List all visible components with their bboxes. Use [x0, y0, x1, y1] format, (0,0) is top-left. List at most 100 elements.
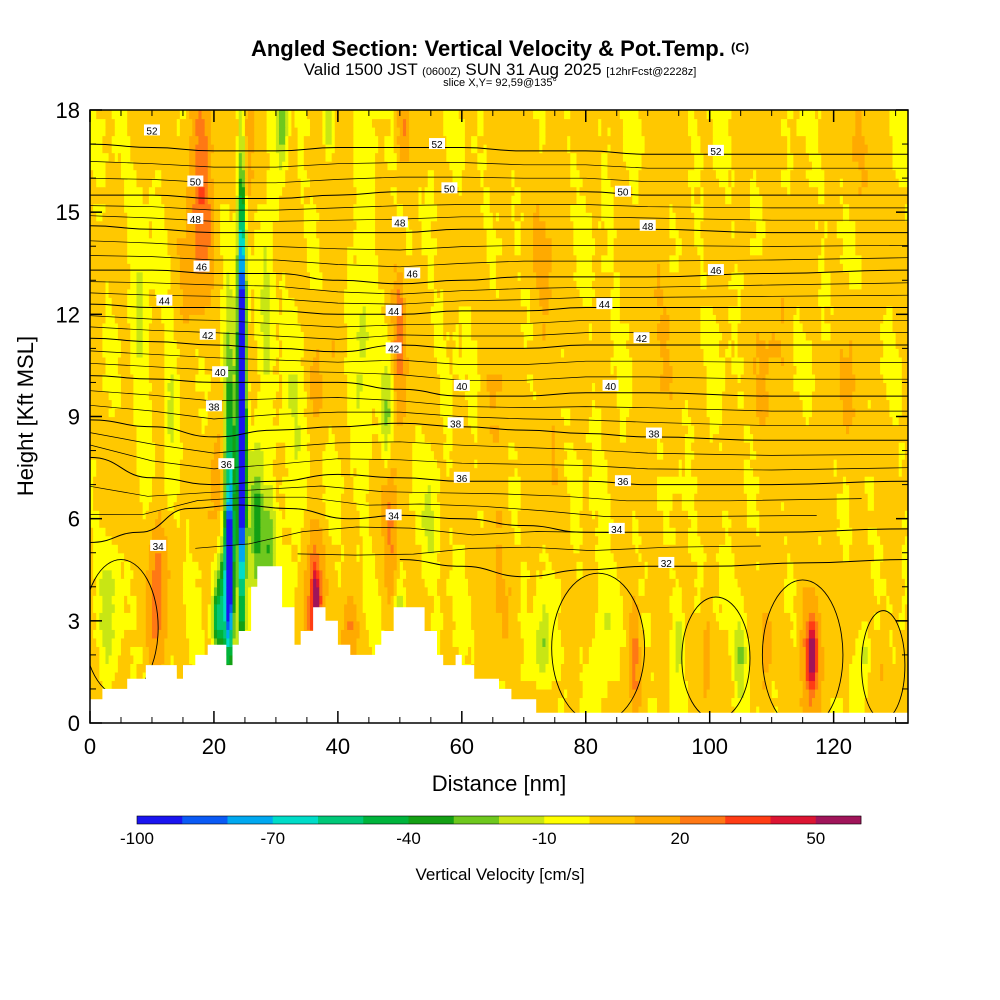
velocity-cell [189, 646, 206, 656]
velocity-cell [892, 603, 903, 613]
velocity-cell [613, 552, 640, 562]
velocity-cell [303, 612, 308, 622]
velocity-cell [384, 314, 392, 324]
velocity-cell [762, 195, 819, 205]
velocity-cell [232, 476, 237, 486]
velocity-cell [824, 654, 853, 664]
velocity-cell [746, 646, 751, 656]
velocity-cell [260, 297, 271, 307]
velocity-cell [244, 135, 249, 145]
velocity-cell [145, 569, 153, 579]
velocity-cell [734, 339, 739, 349]
velocity-cell [393, 373, 407, 384]
velocity-cell [626, 161, 643, 171]
velocity-cell [244, 569, 249, 579]
velocity-cell [145, 603, 153, 613]
velocity-cell [787, 569, 794, 579]
velocity-cell [226, 501, 234, 511]
velocity-cell [151, 484, 165, 494]
velocity-cell [344, 365, 385, 375]
velocity-cell [393, 135, 398, 145]
velocity-cell [641, 152, 695, 162]
velocity-cell [90, 620, 97, 630]
velocity-cell [610, 612, 624, 622]
velocity-cell [533, 382, 593, 392]
velocity-cell [539, 127, 547, 137]
velocity-cell [102, 680, 113, 690]
velocity-cell [551, 680, 584, 690]
velocity-cell [402, 365, 410, 375]
velocity-cell [179, 433, 218, 443]
velocity-cell [579, 288, 596, 298]
velocity-cell [663, 305, 667, 315]
velocity-cell [244, 518, 249, 528]
velocity-cell [672, 390, 708, 401]
velocity-cell [443, 442, 454, 452]
velocity-cell [570, 407, 593, 418]
velocity-cell [210, 476, 221, 486]
velocity-cell [244, 476, 249, 486]
velocity-cell [244, 595, 249, 605]
velocity-cell [220, 373, 224, 384]
velocity-cell [582, 501, 590, 511]
y-tick-label: 3 [68, 609, 80, 634]
velocity-cell [90, 161, 107, 171]
velocity-cell [836, 527, 853, 537]
velocity-cell [433, 535, 441, 545]
velocity-cell [136, 288, 144, 298]
velocity-cell [802, 680, 807, 690]
velocity-cell [650, 629, 671, 639]
velocity-cell [291, 527, 302, 537]
contour-label-box [707, 144, 724, 156]
velocity-cell [610, 331, 630, 341]
velocity-cell [464, 390, 478, 401]
velocity-cell [737, 578, 785, 588]
velocity-cell [248, 144, 255, 154]
velocity-cell [340, 578, 364, 588]
velocity-cell [151, 595, 162, 605]
velocity-cell [839, 348, 844, 358]
velocity-cell [601, 254, 615, 264]
velocity-cell [675, 212, 695, 222]
velocity-cell [359, 552, 364, 562]
velocity-cell [461, 178, 482, 188]
velocity-cell [613, 195, 633, 205]
velocity-cell [235, 331, 240, 341]
velocity-cell [232, 578, 237, 588]
velocity-cell [288, 382, 299, 392]
velocity-cell [669, 671, 686, 682]
velocity-cell [660, 339, 667, 349]
velocity-cell [588, 476, 609, 486]
velocity-cell [821, 629, 860, 639]
contour-label-box [602, 379, 619, 391]
velocity-cell [554, 450, 568, 460]
velocity-cell [226, 322, 237, 332]
velocity-cell [647, 569, 671, 579]
velocity-cell [90, 110, 97, 120]
velocity-cell [471, 305, 528, 315]
velocity-cell [223, 476, 227, 486]
velocity-cell [356, 501, 370, 511]
velocity-cell [731, 365, 745, 375]
velocity-cell [412, 476, 441, 486]
velocity-cell [356, 544, 361, 554]
velocity-cell [279, 382, 283, 392]
velocity-cell [709, 433, 714, 443]
velocity-cell [573, 442, 593, 452]
velocity-cell [347, 280, 379, 290]
velocity-cell [582, 476, 590, 486]
velocity-cell [458, 322, 463, 332]
velocity-cell [192, 127, 196, 137]
velocity-cell [300, 195, 305, 205]
velocity-cell [248, 348, 258, 358]
velocity-cell [272, 229, 305, 239]
velocity-cell [815, 680, 819, 690]
velocity-cell [737, 263, 819, 273]
velocity-cell [601, 152, 609, 162]
velocity-cell [657, 476, 698, 486]
velocity-cell [226, 612, 231, 622]
velocity-cell [852, 535, 869, 545]
velocity-cell [390, 373, 395, 384]
velocity-cell [421, 186, 426, 196]
velocity-cell [591, 442, 602, 452]
